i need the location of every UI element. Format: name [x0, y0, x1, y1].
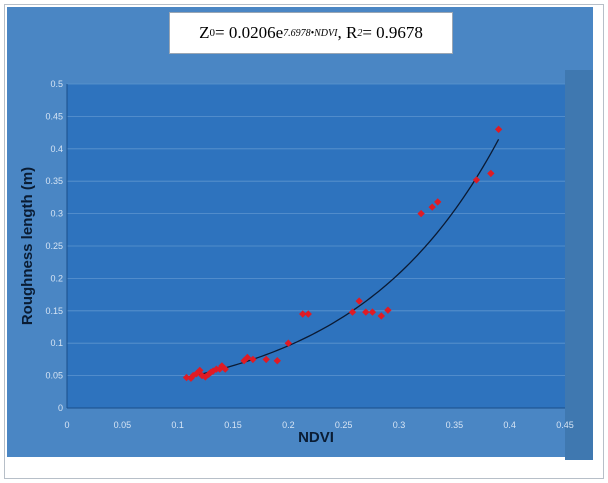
x-tick-label: 0.25 — [335, 420, 353, 430]
data-point — [368, 308, 377, 316]
y-tick-label: 0.3 — [50, 209, 63, 219]
y-tick-label: 0 — [58, 403, 63, 413]
data-point — [304, 310, 312, 318]
data-point — [243, 353, 252, 362]
y-tick-label: 0.4 — [50, 144, 63, 154]
x-tick-label: 0.1 — [171, 420, 184, 430]
x-axis-label: NDVI — [298, 429, 334, 446]
data-point — [273, 357, 281, 365]
data-point — [262, 355, 270, 364]
data-point — [494, 125, 503, 134]
y-tick-label: 0.1 — [50, 338, 63, 348]
x-tick-label: 0.4 — [503, 420, 516, 430]
y-tick-label: 0.05 — [45, 371, 63, 381]
equation-lhs-sub: 0 — [209, 27, 215, 39]
data-point — [384, 306, 392, 314]
data-point — [472, 176, 481, 184]
equation-exponent: 7.6978•NDVI — [283, 27, 338, 39]
y-tick-label: 0.45 — [45, 111, 63, 121]
y-tick-label: 0.5 — [50, 79, 63, 89]
equation-lhs-var: Z — [199, 23, 210, 42]
x-tick-labels: 0 0.05 0.1 0.15 0.2 0.25 0.3 0.35 0.4 0.45 — [64, 420, 573, 430]
right-band — [565, 70, 593, 460]
data-point — [348, 308, 357, 316]
x-tick-label: 0.05 — [114, 420, 132, 430]
y-tick-label: 0.25 — [45, 241, 63, 251]
axes — [66, 84, 565, 409]
x-tick-label: 0.45 — [556, 420, 574, 430]
trendline — [188, 139, 500, 378]
data-point — [355, 297, 363, 305]
equation-mid: = 0.0206e — [214, 23, 284, 42]
x-tick-label: 0 — [64, 420, 69, 430]
data-point — [182, 373, 191, 382]
y-tick-label: 0.35 — [45, 176, 63, 186]
data-point — [417, 209, 425, 218]
data-point — [284, 339, 293, 347]
x-tick-label: 0.2 — [282, 420, 295, 430]
y-tick-label: 0.2 — [50, 273, 63, 283]
data-point — [377, 312, 385, 320]
gridlines — [67, 83, 565, 377]
equation-r2-sup: 2 — [357, 27, 363, 39]
y-tick-labels: 0 0.05 0.1 0.15 0.2 0.25 0.3 0.35 0.4 0.45 0.5 — [45, 79, 63, 413]
y-tick-label: 0.15 — [45, 306, 63, 316]
data-point — [299, 310, 307, 318]
equation-r2-prefix: , R — [337, 23, 358, 42]
x-tick-label: 0.3 — [393, 420, 406, 430]
data-point — [221, 365, 229, 373]
y-axis-label: Roughness length (m) — [19, 167, 36, 325]
equation-r2-value: = 0.9678 — [362, 23, 423, 42]
data-point — [362, 308, 370, 316]
data-point — [434, 198, 442, 206]
data-point — [249, 355, 257, 364]
x-tick-label: 0.35 — [446, 420, 464, 430]
x-tick-label: 0.15 — [224, 420, 242, 430]
